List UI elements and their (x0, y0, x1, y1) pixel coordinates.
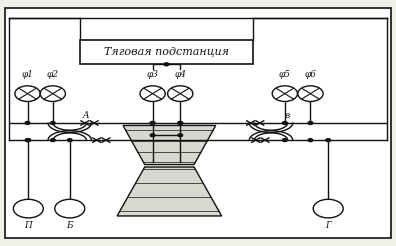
Circle shape (50, 139, 55, 142)
Polygon shape (123, 125, 216, 165)
Circle shape (326, 139, 331, 142)
Text: в: в (284, 111, 289, 120)
Text: A: A (82, 111, 89, 120)
Circle shape (282, 139, 287, 142)
Circle shape (308, 122, 313, 124)
Circle shape (178, 134, 183, 137)
Circle shape (150, 122, 155, 124)
Circle shape (25, 122, 30, 124)
Circle shape (150, 122, 155, 124)
Circle shape (140, 86, 165, 101)
Circle shape (272, 86, 297, 101)
Text: φ1: φ1 (21, 70, 34, 78)
Text: Б: Б (67, 221, 73, 230)
Circle shape (282, 122, 287, 124)
Circle shape (25, 139, 30, 142)
Circle shape (164, 63, 169, 66)
Text: φ4: φ4 (174, 70, 186, 78)
Circle shape (298, 86, 323, 101)
Circle shape (55, 199, 85, 218)
Circle shape (15, 86, 40, 101)
Circle shape (26, 139, 30, 142)
Circle shape (313, 199, 343, 218)
Text: φ2: φ2 (47, 70, 59, 78)
Circle shape (67, 139, 72, 142)
Text: Г: Г (325, 221, 331, 230)
Text: Тяговая подстанция: Тяговая подстанция (104, 47, 229, 57)
Circle shape (150, 134, 155, 137)
Circle shape (13, 199, 43, 218)
Circle shape (178, 122, 183, 124)
Circle shape (50, 122, 55, 124)
FancyBboxPatch shape (5, 8, 391, 238)
Text: φ5: φ5 (279, 70, 291, 78)
Text: П: П (25, 221, 32, 230)
FancyBboxPatch shape (80, 40, 253, 64)
Polygon shape (117, 167, 222, 216)
Circle shape (178, 122, 183, 124)
Circle shape (40, 86, 65, 101)
Circle shape (308, 139, 313, 142)
Text: φ3: φ3 (147, 70, 159, 78)
Circle shape (168, 86, 193, 101)
Text: φ6: φ6 (305, 70, 316, 78)
